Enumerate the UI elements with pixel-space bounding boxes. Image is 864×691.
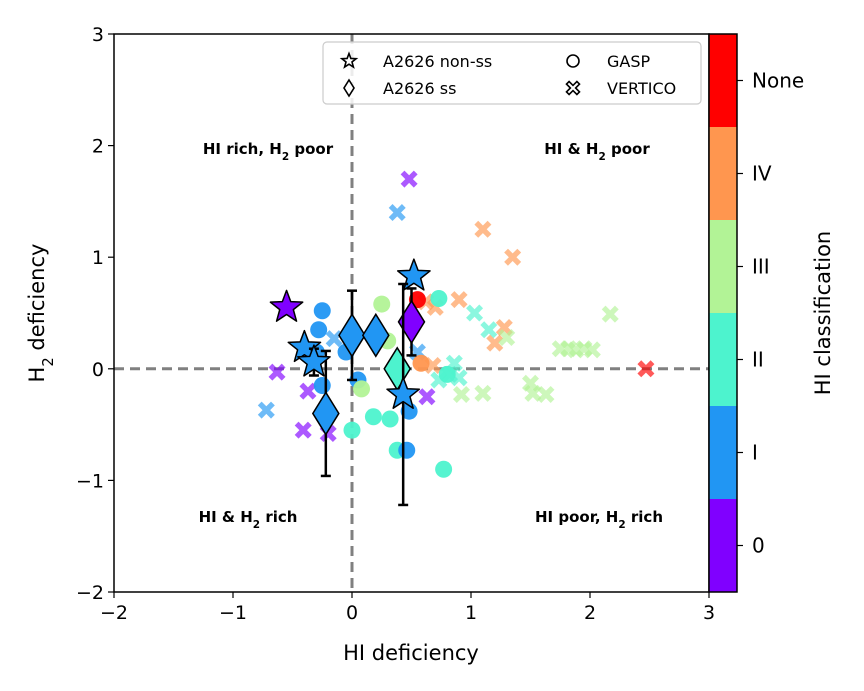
legend-label: A2626 non-ss xyxy=(383,52,492,71)
a2626-non-ss-point xyxy=(386,376,421,409)
vertico-point xyxy=(299,382,317,400)
vertico-point xyxy=(583,341,601,359)
axis-ticks: −2−2 −1 −1 0 0 1 1 2 2 3 3 xyxy=(76,24,715,624)
a2626-ss-point xyxy=(361,312,390,358)
vertico-point xyxy=(504,248,522,266)
colorbar-segment xyxy=(709,313,737,406)
gasp-point xyxy=(353,380,371,398)
gasp-point xyxy=(364,408,382,426)
vertico-point xyxy=(524,384,542,402)
vertico-point xyxy=(466,304,484,322)
vertico-point xyxy=(474,220,492,238)
gasp-point xyxy=(381,410,399,428)
gasp-point xyxy=(430,289,448,307)
legend: A2626 non-ss A2626 ss GASP VERTICO xyxy=(322,41,702,105)
a2626-ss-point xyxy=(383,346,412,392)
series-a2626-non-ss xyxy=(269,258,431,507)
colorbar-tick-label: III xyxy=(752,255,770,279)
series-vertico xyxy=(257,170,655,443)
vertico-point xyxy=(294,421,312,439)
a2626-non-ss-point xyxy=(297,344,331,377)
legend-diamond-icon xyxy=(343,78,355,98)
colorbar-segment xyxy=(709,220,737,313)
a2626-non-ss-point xyxy=(287,329,322,363)
x-tick-label: 0 xyxy=(346,602,358,624)
legend-circle-icon xyxy=(566,54,580,68)
legend-label: A2626 ss xyxy=(383,79,456,98)
vertico-point xyxy=(388,204,406,222)
x-tick-label: 1 xyxy=(465,602,477,624)
colorbar-segment xyxy=(709,127,737,220)
y-tick-label: 2 xyxy=(92,136,104,158)
y-axis-label: H2 deficiency xyxy=(25,244,57,383)
quadrant-label: HI rich, H2 poor xyxy=(203,140,334,163)
quadrant-label: HI & H2 rich xyxy=(199,508,298,531)
a2626-ss-point xyxy=(338,312,366,358)
vertico-point xyxy=(418,388,436,406)
a2626-ss-point xyxy=(311,391,340,436)
vertico-point xyxy=(486,334,504,352)
y-tick-label: 3 xyxy=(92,24,104,46)
gasp-point xyxy=(373,295,391,313)
vertico-point xyxy=(537,385,555,403)
series-gasp xyxy=(307,289,456,478)
vertico-point xyxy=(257,401,275,419)
colorbar-border xyxy=(708,33,738,593)
x-tick-label: 2 xyxy=(584,602,596,624)
x-tick-label: −1 xyxy=(219,602,247,624)
vertico-point xyxy=(480,321,498,339)
colorbar-tick-label: I xyxy=(752,441,758,465)
gasp-point xyxy=(412,354,430,372)
y-tick-label: −2 xyxy=(76,582,104,604)
legend-x-icon xyxy=(565,80,581,96)
quadrant-label: HI & H2 poor xyxy=(544,140,650,163)
gasp-point xyxy=(343,421,361,439)
gasp-point xyxy=(313,377,331,395)
y-tick-label: −1 xyxy=(76,470,104,492)
colorbar-tick-label: 0 xyxy=(752,534,765,558)
colorbar-tick-label: None xyxy=(752,69,804,93)
vertico-point xyxy=(452,385,470,403)
a2626-non-ss-point xyxy=(269,289,304,322)
vertico-point xyxy=(601,305,619,323)
vertico-point xyxy=(474,384,492,402)
y-tick-label: 1 xyxy=(92,247,104,269)
vertico-point xyxy=(498,329,516,347)
colorbar-label: HI classification xyxy=(811,231,835,396)
legend-box xyxy=(322,41,702,105)
colorbar-segment xyxy=(709,499,737,592)
colorbar-segment xyxy=(709,34,737,127)
x-tick-label: 3 xyxy=(703,602,715,624)
vertico-point xyxy=(450,291,468,309)
legend-star-icon xyxy=(339,51,359,69)
vertico-point xyxy=(637,360,655,378)
colorbar-tick-label: IV xyxy=(752,162,772,186)
quadrant-labels: HI rich, H2 poor HI & H2 poor HI & H2 rich… xyxy=(199,140,663,531)
gasp-point xyxy=(435,460,453,478)
x-tick-label: −2 xyxy=(100,602,128,624)
gasp-point xyxy=(310,321,328,339)
x-axis-label: HI deficiency xyxy=(343,641,479,665)
a2626-non-ss-point xyxy=(396,258,431,291)
vertico-point xyxy=(400,170,418,188)
gasp-point xyxy=(313,302,331,320)
gasp-point xyxy=(438,365,456,383)
colorbar-tick-label: II xyxy=(752,348,764,372)
legend-label: VERTICO xyxy=(607,79,676,98)
y-tick-label: 0 xyxy=(92,359,104,381)
colorbar-segment xyxy=(709,406,737,499)
quadrant-label: HI poor, H2 rich xyxy=(535,508,663,531)
vertico-point xyxy=(325,330,343,348)
legend-label: GASP xyxy=(607,52,651,71)
gasp-point xyxy=(398,441,416,459)
vertico-point xyxy=(268,363,286,381)
data-points xyxy=(257,170,655,507)
